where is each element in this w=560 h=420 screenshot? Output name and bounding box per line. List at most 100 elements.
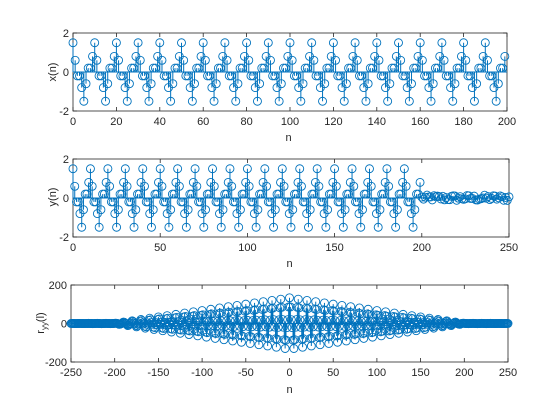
stem-marker (263, 38, 273, 48)
stem-marker (356, 222, 366, 232)
stem-marker (232, 300, 242, 310)
stem-marker (415, 38, 425, 48)
ylabel-ryy-suffix: (l) (35, 312, 47, 322)
stem-marker (347, 164, 357, 174)
stem-marker (366, 181, 376, 191)
stem-marker (326, 321, 336, 331)
stem-marker (243, 321, 253, 331)
stem-marker (277, 302, 287, 312)
stem-marker (470, 96, 479, 106)
stem-marker (339, 96, 349, 106)
stem-marker (229, 321, 239, 331)
stem-marker (333, 337, 343, 347)
stem-marker (286, 222, 296, 232)
stem-marker (219, 335, 229, 345)
stem-marker (94, 222, 104, 232)
stem-marker (437, 38, 447, 48)
stem-marker (323, 205, 333, 215)
x-tick-label: 20 (110, 116, 122, 128)
stem-marker (230, 197, 240, 207)
stem-marker (242, 306, 252, 316)
stem-marker (297, 181, 306, 191)
stem-marker (501, 193, 510, 202)
stem-marker (164, 222, 174, 232)
stem-marker (290, 335, 300, 345)
stem-marker (229, 330, 239, 340)
stem-marker (242, 38, 252, 48)
stem-marker (225, 316, 235, 326)
stem-marker (242, 164, 252, 174)
stem-marker (281, 335, 291, 345)
x-tick-label: 140 (368, 116, 386, 128)
stem-marker (266, 55, 275, 65)
stem-marker (174, 181, 184, 191)
stem-marker (247, 322, 257, 332)
stem-marker (140, 181, 149, 191)
stem-marker (360, 328, 370, 338)
stem-marker (365, 164, 374, 174)
stem-marker (283, 197, 292, 207)
stem-marker (368, 332, 377, 342)
stem-marker (239, 316, 249, 326)
stem-marker (378, 189, 388, 199)
stem-marker (245, 339, 255, 348)
stem-marker (318, 96, 327, 106)
stem-marker (317, 197, 327, 207)
stem-marker (197, 306, 207, 315)
stem-marker (417, 55, 427, 65)
stem-marker (185, 326, 195, 336)
stem-marker (228, 336, 238, 346)
stem-marker (211, 79, 221, 89)
y-tick-label: 200 (49, 280, 67, 292)
stem-marker (428, 79, 438, 89)
stem-marker (87, 181, 97, 191)
stem-marker (146, 79, 156, 89)
stem-marker (368, 327, 378, 337)
stem-marker (180, 308, 190, 318)
stem-marker (342, 330, 352, 340)
x-tick-label: -100 (191, 367, 213, 379)
stem-marker (199, 222, 209, 232)
stem-marker (216, 316, 226, 326)
stem-marker (321, 316, 331, 325)
stem-marker (202, 332, 211, 342)
stem-marker (274, 189, 284, 199)
stem-marker (278, 322, 288, 332)
stem-marker (382, 164, 392, 174)
x-tick-label: -200 (104, 367, 126, 379)
stem-marker (329, 306, 339, 316)
stem-marker (243, 315, 252, 325)
plot-area-xn: 0 20 40 60 80 100 120 140 160 180 200-202 (59, 28, 516, 128)
stem-marker (407, 79, 416, 89)
stem-marker (417, 192, 427, 202)
plot-area-ryy: -250 -200 -150 -100 -50 0 50 100 150 200 250-20002… (45, 280, 517, 379)
stem-marker (459, 38, 469, 48)
stem-marker (300, 315, 310, 325)
x-tick-label: 40 (154, 116, 166, 128)
stem-marker (117, 189, 127, 199)
stem-marker (198, 38, 208, 48)
stem-marker (390, 312, 400, 322)
stem-marker (235, 205, 245, 215)
xlabel-yn: n (286, 258, 292, 270)
ylabel-ryy-subscript: yy (40, 322, 49, 330)
subplot-ryy: -250 -200 -150 -100 -50 0 50 100 150 200 250-20002… (35, 280, 517, 396)
stem-marker (155, 38, 165, 48)
stem-marker (259, 304, 269, 314)
stem-marker (274, 96, 284, 106)
stem-marker (274, 315, 284, 325)
stem-marker (399, 164, 409, 174)
stem-marker (181, 222, 191, 232)
stem-marker (90, 38, 100, 48)
stem-marker (70, 55, 80, 65)
ylabel-xn: x(n) (47, 63, 59, 82)
stem-marker (439, 55, 449, 65)
stem-marker (453, 193, 463, 203)
stem-marker (343, 321, 353, 331)
stem-marker (204, 189, 214, 199)
stem-marker (394, 38, 403, 48)
stem-marker (363, 304, 373, 314)
stem-marker (499, 195, 509, 205)
stem-marker (179, 55, 189, 65)
stem-marker (148, 205, 158, 215)
